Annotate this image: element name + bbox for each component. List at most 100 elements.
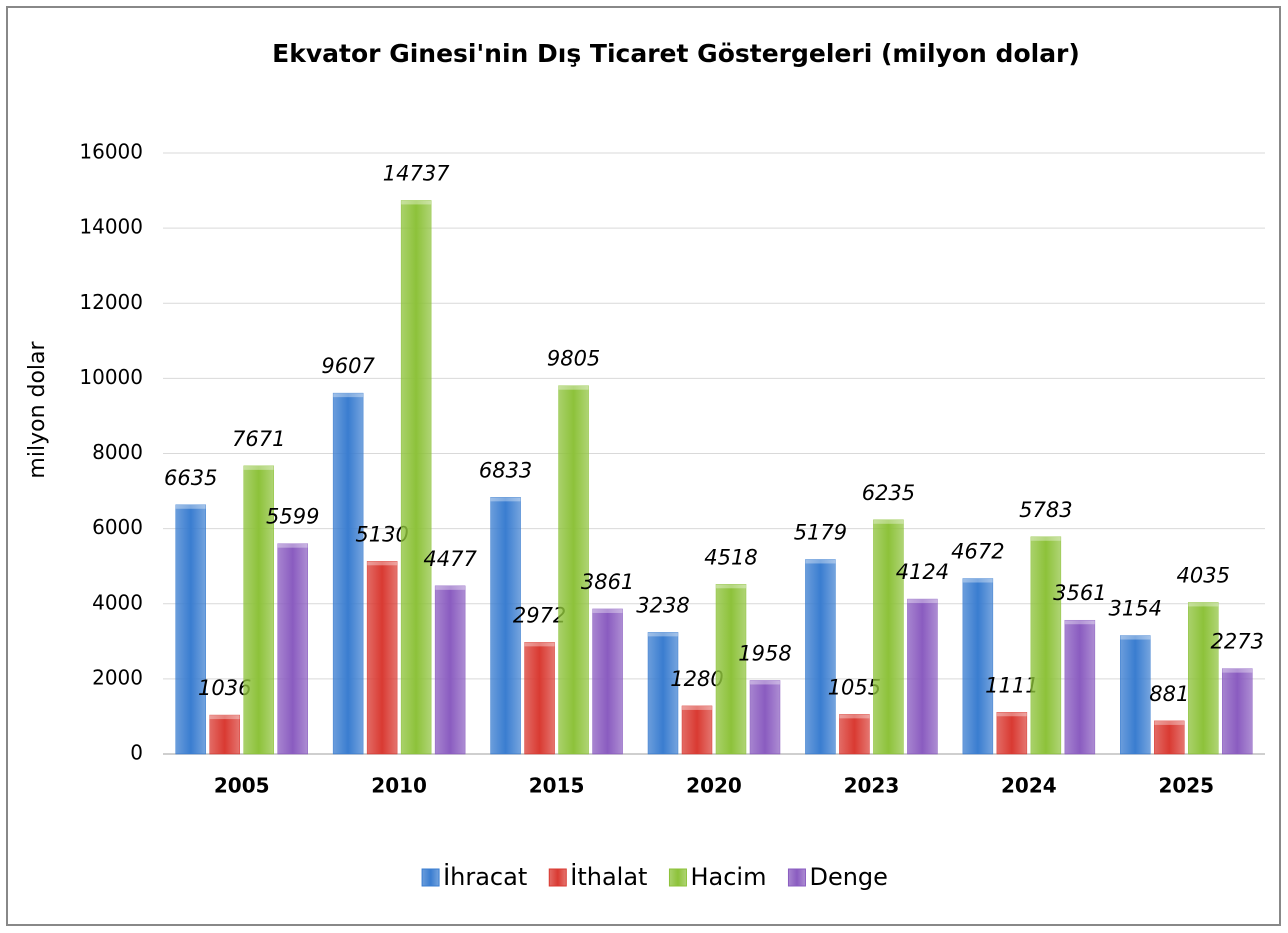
y-tick-label: 16000 xyxy=(79,140,143,164)
chart-title: Ekvator Ginesi'nin Dış Ticaret Göstergel… xyxy=(272,39,1080,68)
data-label: 5130 xyxy=(355,522,408,546)
bar-top xyxy=(592,608,623,613)
data-label: 7671 xyxy=(232,427,285,451)
legend-marker xyxy=(787,868,806,887)
data-label: 9607 xyxy=(321,354,375,378)
bar xyxy=(1188,602,1219,755)
data-label: 881 xyxy=(1149,682,1189,706)
y-axis-label: milyon dolar xyxy=(25,340,50,478)
legend-marker xyxy=(421,868,440,887)
bar-top xyxy=(401,200,432,205)
y-tick-label: 2000 xyxy=(92,665,143,689)
x-tick-label: 2005 xyxy=(214,774,270,798)
bar xyxy=(366,561,398,755)
bar xyxy=(996,712,1028,755)
bar-top xyxy=(648,632,678,637)
data-label: 1055 xyxy=(828,675,881,699)
data-label: 3561 xyxy=(1053,581,1106,605)
bar xyxy=(839,714,870,755)
bar xyxy=(434,585,466,755)
bar-top xyxy=(333,393,364,398)
bar xyxy=(1030,536,1062,755)
data-label: 5599 xyxy=(266,505,319,529)
bar xyxy=(332,392,364,755)
y-tick-label: 8000 xyxy=(92,440,143,464)
data-label: 5179 xyxy=(794,520,847,544)
data-label: 5783 xyxy=(1019,498,1072,522)
bar-top xyxy=(175,504,206,509)
data-label: 4035 xyxy=(1177,563,1230,587)
bar-top xyxy=(750,680,780,685)
data-label: 1958 xyxy=(738,641,791,665)
bar-top xyxy=(996,712,1027,717)
y-tick-label: 0 xyxy=(130,741,143,765)
bar-top xyxy=(524,642,555,647)
bar-top xyxy=(1030,536,1061,541)
bar xyxy=(715,584,747,755)
data-label: 3154 xyxy=(1109,597,1162,621)
bar-top xyxy=(558,385,589,390)
bar-top xyxy=(873,519,904,524)
data-label: 3238 xyxy=(636,593,689,617)
bar-top xyxy=(277,543,308,548)
data-label: 4477 xyxy=(423,547,477,571)
bar xyxy=(277,543,308,755)
bar-top xyxy=(839,714,870,719)
data-label: 2972 xyxy=(513,603,566,627)
data-label: 6833 xyxy=(479,458,532,482)
x-tick-label: 2024 xyxy=(1001,774,1057,798)
legend-label: Denge xyxy=(809,863,887,891)
bar xyxy=(209,714,240,755)
bar xyxy=(558,385,589,755)
bar xyxy=(681,705,713,755)
x-tick-label: 2010 xyxy=(371,774,427,798)
bar xyxy=(962,578,994,755)
y-tick-label: 14000 xyxy=(79,215,143,239)
bar-top xyxy=(682,705,712,710)
bar xyxy=(873,519,904,755)
legend-marker xyxy=(548,868,567,887)
legend-label: İhracat xyxy=(443,862,527,891)
data-label: 4672 xyxy=(951,540,1004,564)
bar xyxy=(592,608,623,755)
data-label: 4124 xyxy=(896,560,949,584)
bar xyxy=(647,632,679,755)
bar-top xyxy=(435,585,466,590)
x-tick-label: 2020 xyxy=(686,774,742,798)
bar-top xyxy=(1120,635,1151,640)
bar xyxy=(1222,668,1253,755)
bar-top xyxy=(805,559,836,564)
y-tick-label: 12000 xyxy=(79,290,143,314)
bar-top xyxy=(243,465,274,470)
x-tick-label: 2015 xyxy=(529,774,585,798)
y-tick-label: 6000 xyxy=(92,515,143,539)
bar-top xyxy=(962,578,993,583)
legend-marker xyxy=(668,868,687,887)
bar-top xyxy=(209,715,240,720)
data-label: 1111 xyxy=(985,673,1038,697)
data-label: 6635 xyxy=(164,466,217,490)
bar-top xyxy=(490,497,521,502)
x-tick-label: 2023 xyxy=(844,774,900,798)
x-tick-label: 2025 xyxy=(1158,774,1214,798)
data-label: 3861 xyxy=(581,570,634,594)
bar-top xyxy=(1222,668,1253,673)
bar-top xyxy=(1188,602,1219,607)
bar-top xyxy=(907,599,938,604)
data-label: 14737 xyxy=(383,161,450,185)
bar xyxy=(243,465,274,755)
bar-top xyxy=(367,561,398,566)
data-label: 1280 xyxy=(670,667,723,691)
bar xyxy=(524,642,555,755)
bar xyxy=(749,680,781,755)
data-label: 6235 xyxy=(862,481,915,505)
bar xyxy=(1064,619,1096,755)
legend-label: Hacim xyxy=(690,863,766,891)
data-label: 2273 xyxy=(1211,630,1264,654)
bar xyxy=(400,200,432,755)
bar-top xyxy=(1064,620,1095,625)
bar xyxy=(490,497,521,755)
bar-top xyxy=(1154,720,1185,725)
bar xyxy=(907,598,938,755)
